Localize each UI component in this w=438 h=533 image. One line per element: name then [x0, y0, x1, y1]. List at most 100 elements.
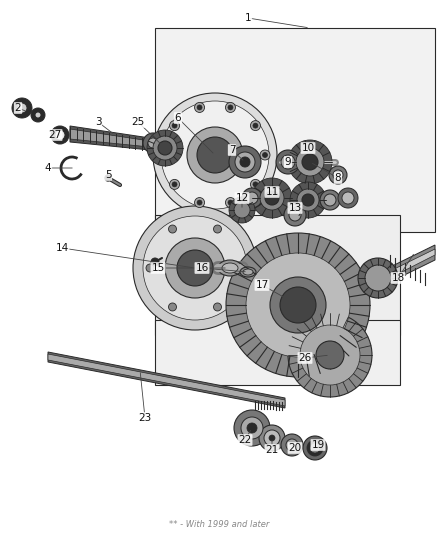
Circle shape [143, 216, 247, 320]
Circle shape [31, 108, 45, 122]
Circle shape [172, 182, 177, 187]
Circle shape [226, 198, 236, 207]
Circle shape [194, 198, 205, 207]
Circle shape [12, 98, 32, 118]
Circle shape [324, 194, 336, 206]
Circle shape [253, 123, 258, 128]
Circle shape [288, 313, 372, 397]
Polygon shape [48, 354, 285, 406]
Text: 11: 11 [265, 187, 279, 197]
Circle shape [153, 93, 277, 217]
Polygon shape [155, 28, 435, 232]
Text: 17: 17 [255, 280, 268, 290]
Circle shape [161, 101, 269, 209]
Circle shape [260, 150, 270, 160]
Circle shape [151, 258, 159, 266]
Text: 15: 15 [152, 263, 165, 273]
Circle shape [329, 166, 347, 184]
Circle shape [253, 182, 258, 187]
Polygon shape [155, 215, 400, 335]
Circle shape [236, 264, 244, 272]
Circle shape [17, 103, 27, 113]
Text: 26: 26 [298, 353, 311, 363]
Text: 16: 16 [195, 263, 208, 273]
Circle shape [160, 150, 170, 160]
Ellipse shape [243, 269, 253, 275]
Circle shape [270, 277, 326, 333]
Circle shape [307, 440, 323, 456]
Circle shape [269, 435, 275, 441]
Circle shape [280, 287, 316, 323]
Circle shape [276, 150, 300, 174]
Circle shape [264, 430, 280, 446]
Polygon shape [155, 320, 400, 385]
Circle shape [234, 410, 270, 446]
Circle shape [146, 264, 154, 272]
Circle shape [246, 192, 258, 204]
Ellipse shape [218, 260, 242, 276]
Circle shape [365, 265, 391, 291]
Circle shape [320, 190, 340, 210]
Text: 27: 27 [48, 130, 62, 140]
Circle shape [265, 191, 279, 205]
Circle shape [228, 200, 233, 205]
Text: 10: 10 [301, 143, 314, 153]
Circle shape [302, 154, 318, 170]
Circle shape [133, 206, 257, 330]
Ellipse shape [222, 263, 238, 273]
Circle shape [165, 238, 225, 298]
Circle shape [197, 105, 202, 110]
Circle shape [260, 186, 284, 210]
Text: 7: 7 [229, 145, 235, 155]
Circle shape [229, 146, 261, 178]
Circle shape [148, 138, 158, 148]
Text: 5: 5 [105, 170, 111, 180]
Text: 2: 2 [15, 103, 21, 113]
Circle shape [194, 102, 205, 112]
Circle shape [158, 141, 172, 155]
Circle shape [241, 417, 263, 439]
Circle shape [281, 434, 303, 456]
Circle shape [169, 303, 177, 311]
Circle shape [55, 130, 65, 140]
Circle shape [310, 443, 320, 453]
Text: 13: 13 [288, 203, 302, 213]
Text: 3: 3 [95, 117, 101, 127]
Circle shape [302, 194, 314, 206]
Circle shape [226, 102, 236, 112]
Circle shape [303, 436, 327, 460]
Text: ** - With 1999 and later: ** - With 1999 and later [169, 520, 269, 529]
Text: 19: 19 [311, 440, 325, 450]
Circle shape [228, 105, 233, 110]
Circle shape [358, 258, 398, 298]
Circle shape [288, 140, 332, 184]
Text: 14: 14 [55, 243, 69, 253]
Text: 4: 4 [45, 163, 51, 173]
Circle shape [338, 188, 358, 208]
Circle shape [251, 180, 261, 189]
Circle shape [234, 202, 250, 218]
Circle shape [281, 155, 295, 169]
Text: 12: 12 [235, 193, 249, 203]
Circle shape [197, 137, 233, 173]
Circle shape [187, 127, 243, 183]
Polygon shape [380, 245, 435, 287]
Circle shape [35, 112, 41, 118]
Text: 8: 8 [335, 173, 341, 183]
Circle shape [147, 130, 183, 166]
Circle shape [316, 341, 344, 369]
Text: 9: 9 [285, 157, 291, 167]
Circle shape [289, 209, 301, 221]
Text: 20: 20 [289, 443, 301, 453]
Circle shape [240, 157, 250, 167]
Circle shape [153, 136, 177, 160]
Circle shape [252, 178, 292, 218]
Circle shape [170, 120, 180, 131]
Circle shape [105, 175, 111, 181]
Circle shape [284, 204, 306, 226]
Text: 25: 25 [131, 117, 145, 127]
Circle shape [177, 250, 213, 286]
Text: 23: 23 [138, 413, 152, 423]
Text: 1: 1 [245, 13, 251, 23]
Circle shape [286, 439, 298, 451]
